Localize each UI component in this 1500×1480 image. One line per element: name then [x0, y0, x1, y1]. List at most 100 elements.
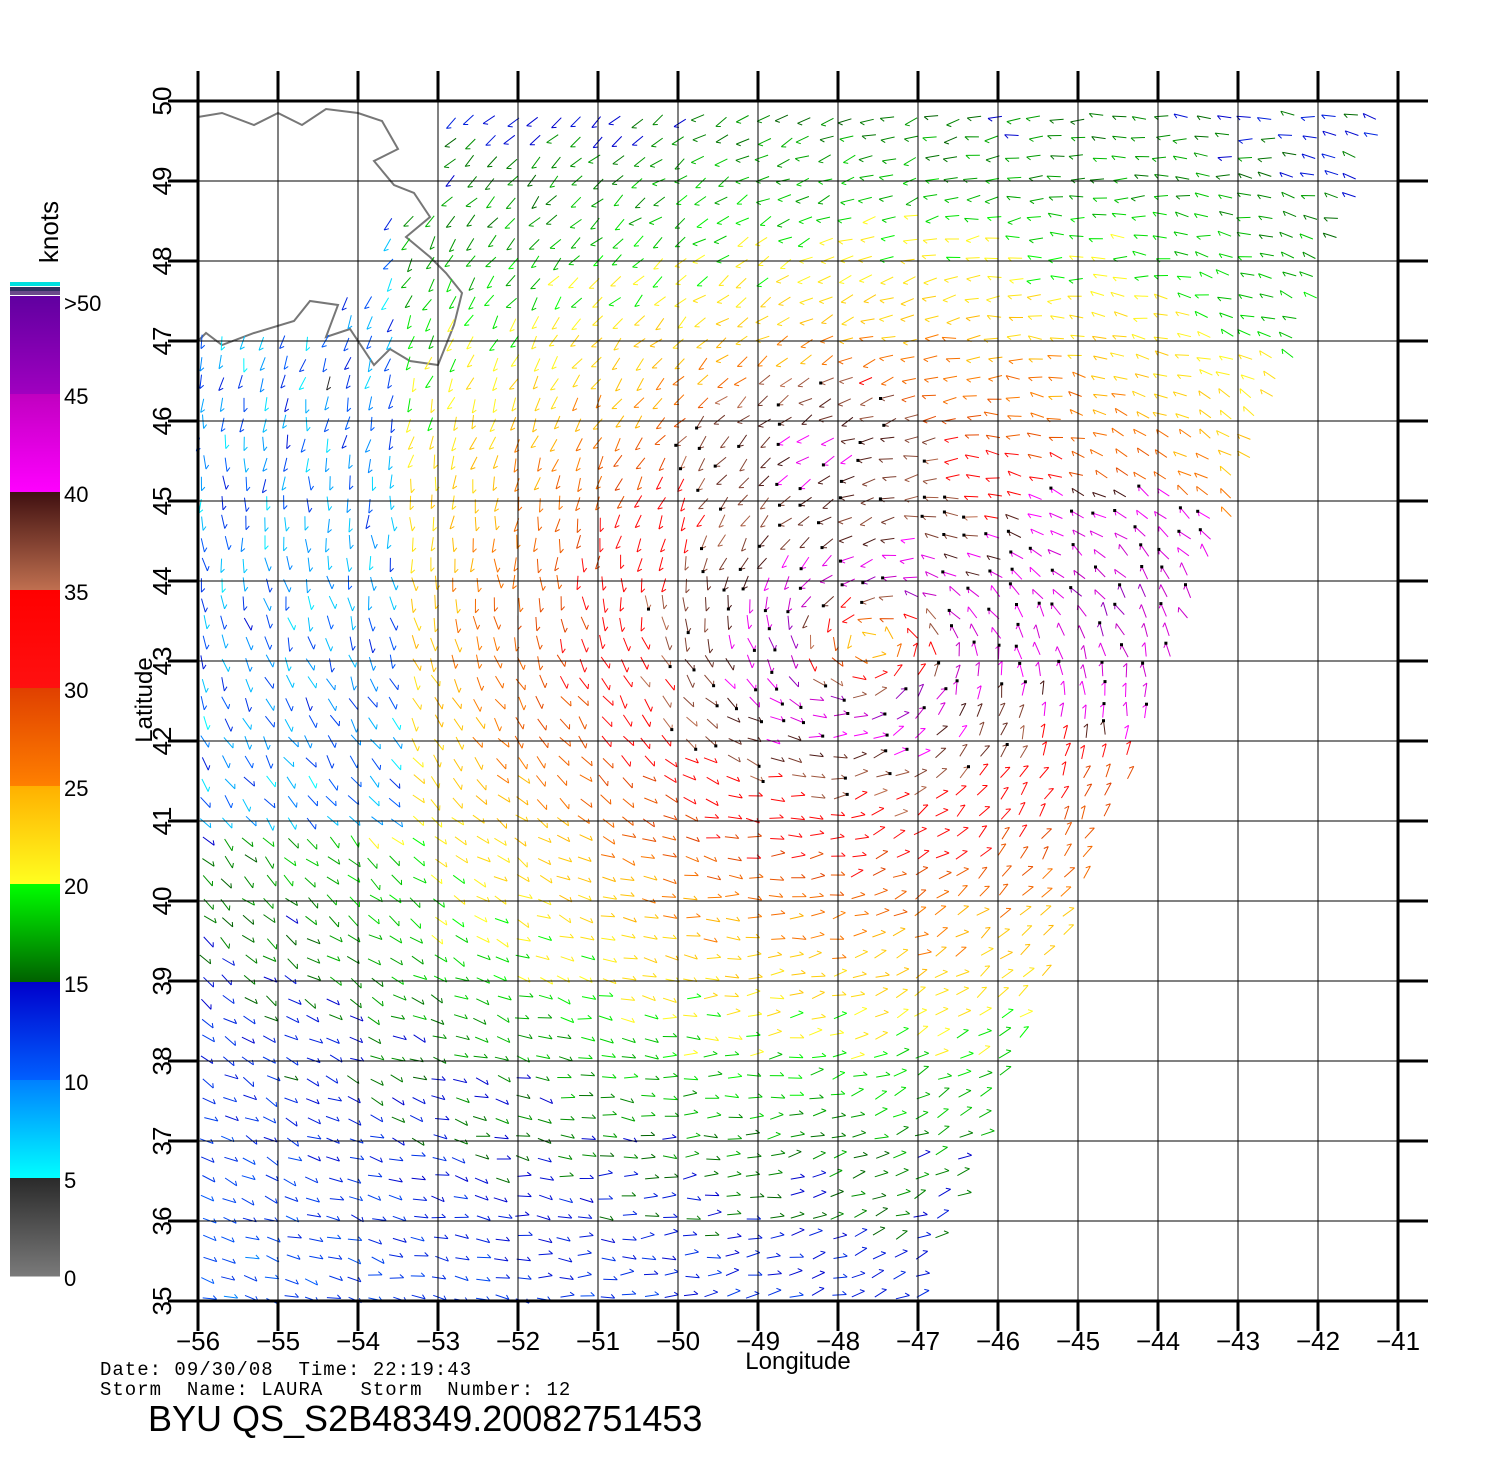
wind-barb — [347, 1257, 362, 1265]
wind-barb — [1090, 290, 1105, 296]
wind-barb — [575, 497, 581, 512]
wind-barb — [1199, 369, 1213, 376]
wind-barb — [770, 1112, 784, 1120]
wind-barb — [590, 378, 602, 390]
wind-barb — [1000, 786, 1009, 800]
wind-barb — [1154, 510, 1167, 520]
wind-barb — [831, 1112, 846, 1119]
wind-barb — [895, 1210, 910, 1217]
wind-barb — [326, 876, 340, 885]
wind-barb — [364, 375, 372, 390]
wind-barb — [854, 768, 869, 777]
wind-barb — [704, 1036, 719, 1042]
wind-barb — [820, 117, 834, 127]
wind-barb — [812, 1170, 827, 1178]
wind-barb — [453, 416, 458, 431]
wind-barb — [620, 876, 635, 881]
wind-barb — [389, 915, 400, 927]
wind-barb — [202, 1295, 218, 1300]
wind-barb — [242, 914, 255, 925]
wind-barb — [559, 933, 574, 939]
wind-barb — [284, 719, 294, 732]
wind-barb — [558, 495, 563, 511]
wind-barb — [1041, 828, 1052, 839]
wind-barb — [1040, 723, 1046, 738]
wind-barb — [1258, 215, 1273, 221]
wind-barb — [560, 1133, 575, 1139]
wind-barb — [1000, 808, 1012, 820]
wind-barb — [602, 957, 618, 963]
wind-barb — [201, 557, 210, 572]
wind-barb — [879, 174, 894, 181]
wind-barb — [917, 804, 929, 816]
wind-barb — [1132, 390, 1146, 398]
wind-barb — [326, 376, 332, 391]
wind-barb — [1194, 135, 1209, 141]
wind-barb — [406, 315, 412, 330]
wind-barb — [1240, 374, 1255, 380]
wind-barb — [411, 1175, 426, 1181]
wind-barb — [577, 1249, 592, 1256]
wind-barb — [577, 695, 589, 707]
wind-barb — [872, 651, 887, 659]
wind-barb — [518, 597, 524, 613]
y-tick-label: 44 — [147, 567, 177, 596]
wind-barb — [809, 1228, 823, 1236]
wind-barb — [759, 216, 772, 226]
wind-barb — [917, 663, 927, 676]
rain-flag-marker — [775, 687, 779, 691]
wind-barb — [559, 1275, 574, 1280]
wind-barb — [245, 954, 258, 964]
wind-barb — [413, 617, 422, 631]
wind-barb — [454, 1118, 469, 1126]
wind-barb — [921, 295, 936, 302]
wind-barb — [896, 710, 910, 720]
wind-barb — [364, 296, 373, 310]
wind-barb — [388, 1177, 403, 1183]
wind-barb — [388, 696, 398, 710]
wind-barb — [716, 474, 728, 485]
wind-barb — [914, 931, 929, 938]
wind-barb — [799, 478, 811, 490]
wind-barb — [517, 1275, 532, 1280]
wind-barb — [686, 716, 698, 727]
wind-barb — [634, 437, 643, 451]
wind-barb — [680, 455, 687, 470]
wind-barb — [1069, 409, 1084, 416]
wind-barb — [307, 636, 316, 650]
wind-barb — [634, 415, 643, 429]
wind-barb — [530, 435, 539, 449]
wind-barb — [616, 495, 625, 509]
wind-barb — [610, 276, 622, 287]
wind-barb — [285, 698, 294, 712]
wind-barb — [265, 755, 274, 769]
wind-barb — [579, 1197, 594, 1203]
wind-barb — [662, 934, 677, 940]
wind-barb — [833, 753, 848, 759]
wind-barb — [768, 637, 777, 651]
wind-barb — [221, 696, 231, 710]
wind-barb — [487, 234, 497, 248]
wind-barb — [920, 554, 935, 560]
wind-barb — [1000, 722, 1008, 736]
wind-barb — [557, 1213, 573, 1219]
rain-flag-marker — [668, 665, 672, 669]
wind-barb — [727, 754, 741, 763]
wind-barb — [1099, 703, 1105, 718]
wind-barb — [559, 718, 571, 730]
wind-barb — [838, 517, 852, 525]
rain-flag-marker — [798, 503, 802, 507]
wind-barb — [471, 399, 477, 414]
wind-barb — [455, 934, 469, 944]
wind-barb — [620, 578, 627, 593]
wind-barb — [537, 718, 547, 731]
wind-barb — [474, 1194, 489, 1201]
wind-barb — [579, 774, 593, 783]
wind-barb — [809, 696, 825, 701]
wind-barb — [935, 987, 949, 996]
wind-barb — [533, 358, 541, 372]
wind-barb — [917, 1065, 930, 1076]
wind-barb — [325, 638, 334, 652]
wind-barb — [1040, 905, 1052, 916]
wind-barb — [305, 399, 310, 414]
